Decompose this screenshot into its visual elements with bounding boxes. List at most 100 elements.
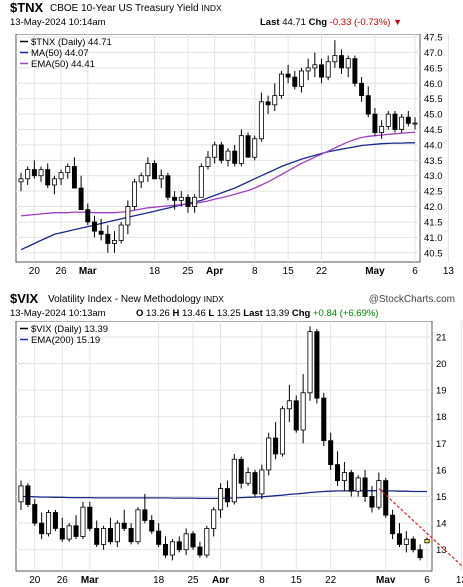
tnx-candle-body (165, 175, 171, 198)
vix-x-tick-label: May (376, 575, 396, 583)
vix-candle (211, 507, 217, 537)
vix-candle-body (314, 331, 320, 399)
vix-candle (73, 515, 79, 540)
vix-candle (142, 493, 148, 524)
vix-candle-body (293, 400, 299, 431)
vix-candle (328, 432, 334, 470)
tnx-candle (238, 129, 244, 167)
vix-candle (204, 525, 210, 558)
vix-candle-body (190, 533, 196, 548)
vix-candle (183, 528, 189, 556)
tnx-candle-body (91, 221, 97, 232)
tnx-candle-body (299, 70, 304, 87)
tnx-candle (51, 175, 57, 195)
vix-candle (314, 328, 320, 404)
tnx-candle (332, 40, 338, 68)
tnx-candle-body (292, 76, 298, 87)
vix-plot[interactable]: 13 14 15 16 17 18 19 20 21 20 26 Mar 18 25 Apr 8 15 22 May… (0, 321, 463, 583)
tnx-quote: Last 44.71 Chg -0.33 (-0.73%) ▼ (260, 17, 403, 28)
tnx-candle (38, 166, 44, 182)
tnx-candle (225, 148, 231, 167)
tnx-candle-body (272, 95, 278, 106)
tnx-name: CBOE 10-Year US Treasury Yield INDX (50, 3, 222, 14)
tnx-candle (78, 175, 84, 211)
tnx-candle-body (38, 169, 44, 177)
tnx-x-tick-label: 15 (283, 266, 295, 277)
tnx-candle (352, 55, 358, 87)
tnx-symbol[interactable]: $TNX (10, 0, 44, 15)
vix-candle-body (362, 477, 368, 497)
vix-candle (45, 509, 52, 537)
vix-candle (266, 432, 272, 476)
vix-candle-body (162, 544, 169, 556)
vix-candle (245, 467, 251, 486)
vix-candle-body (376, 480, 382, 508)
tnx-date: 13-May-2024 10:14am (10, 17, 106, 28)
vix-candle-body (341, 472, 347, 481)
tnx-x-tick-label: 20 (29, 266, 41, 277)
vix-candle-body (211, 509, 217, 529)
tnx-candle-body (232, 150, 238, 164)
tnx-candle-body (212, 144, 218, 158)
tnx-candle (18, 172, 24, 192)
vix-candle-body (183, 533, 189, 551)
vix-symbol[interactable]: $VIX (10, 291, 39, 306)
tnx-candle-body (332, 55, 338, 63)
tnx-candle-body (252, 138, 258, 158)
tnx-candle-body (245, 135, 251, 158)
tnx-candle-body (225, 150, 231, 161)
tnx-candle (158, 169, 164, 189)
tnx-candle (125, 200, 131, 235)
tnx-y-tick-label: 43.0 (424, 171, 443, 182)
tnx-candle (339, 49, 345, 75)
vix-y-tick-label: 15 (436, 492, 447, 503)
vix-candle (376, 472, 382, 510)
tnx-candle (299, 67, 304, 93)
tnx-candle (198, 163, 204, 198)
tnx-x-tick-label: 26 (56, 266, 68, 277)
tnx-candle-body (178, 196, 184, 201)
vix-candle (52, 509, 58, 532)
tnx-candle (185, 194, 191, 213)
vix-name: Volatility Index - New Methodology INDX (48, 294, 224, 305)
vix-y-tick-label: 21 (436, 332, 447, 343)
tnx-legend-entry: MA(50) 44.07 (31, 48, 89, 59)
vix-candle (101, 525, 107, 550)
vix-candle (169, 539, 175, 561)
stockcharts-watermark[interactable]: @StockCharts.com (368, 294, 455, 305)
tnx-candle-body (305, 67, 311, 72)
tnx-plot[interactable]: 40.5 41.0 41.5 42.0 42.5 43.0 43.5 44.0 44.5 45.0… (0, 34, 463, 284)
vix-candle-body (135, 509, 141, 543)
vix-date: 13-May-2024 10:13am (10, 308, 106, 319)
vix-candle-body (39, 522, 45, 535)
vix-legend-entry: EMA(200) 15.19 (31, 335, 100, 346)
tnx-candle-body (352, 58, 358, 84)
tnx-candle-body (218, 144, 224, 161)
vix-candle (87, 501, 93, 532)
tnx-x-tick-label: 18 (149, 266, 161, 277)
vix-candle-body (300, 392, 306, 431)
tnx-candle-body (65, 166, 71, 174)
vix-candle (259, 464, 265, 500)
vix-candle-body (156, 530, 162, 545)
tnx-candle (105, 225, 111, 253)
tnx-candle (91, 215, 97, 238)
tnx-candle (312, 52, 318, 78)
tnx-x-tick-label: Apr (206, 266, 223, 277)
tnx-candle-body (399, 116, 405, 130)
tnx-header: $TNX CBOE 10-Year US Treasury Yield INDX… (8, 0, 455, 36)
vix-candle-body (279, 408, 286, 455)
vix-candle (190, 531, 196, 550)
tnx-candle (379, 120, 385, 139)
vix-y-tick-label: 18 (436, 412, 447, 423)
tnx-candle-body (45, 169, 51, 186)
vix-x-tick-label: 6 (424, 575, 430, 583)
vix-candle-body (114, 522, 120, 543)
vix-candle (231, 453, 237, 505)
tnx-candle (132, 178, 137, 210)
vix-candle-body (273, 437, 279, 455)
vix-candle-body (18, 485, 24, 503)
tnx-candle (252, 135, 258, 161)
vix-x-tick-label: 13 (456, 575, 463, 583)
